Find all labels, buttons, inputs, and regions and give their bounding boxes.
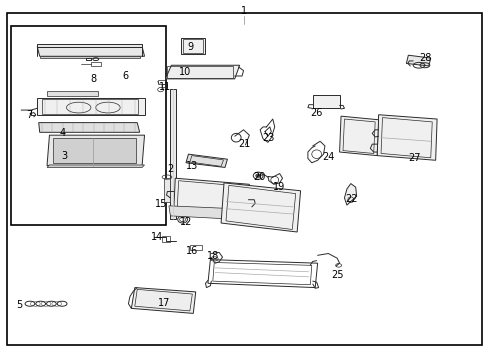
Bar [182, 40, 203, 53]
Polygon shape [37, 46, 144, 56]
Polygon shape [170, 89, 176, 220]
Polygon shape [37, 44, 142, 46]
Polygon shape [168, 206, 251, 220]
Bar [158, 80, 166, 84]
Text: 13: 13 [186, 161, 198, 171]
Bar [163, 178, 170, 202]
Polygon shape [376, 115, 436, 160]
Bar [91, 62, 101, 66]
Polygon shape [47, 135, 144, 166]
Text: 9: 9 [187, 42, 194, 51]
Polygon shape [344, 184, 356, 205]
Polygon shape [37, 98, 144, 116]
Text: 25: 25 [330, 270, 343, 280]
Text: 22: 22 [345, 194, 357, 204]
Polygon shape [53, 138, 136, 163]
Bar [161, 84, 167, 87]
Bar [161, 236, 170, 242]
Text: 10: 10 [179, 67, 191, 77]
Bar [189, 244, 202, 250]
Text: 5: 5 [16, 300, 22, 310]
Polygon shape [221, 183, 300, 232]
Polygon shape [406, 55, 430, 66]
Text: 20: 20 [252, 172, 265, 182]
Ellipse shape [255, 174, 260, 177]
Bar [11, 26, 166, 225]
Polygon shape [165, 65, 239, 79]
Bar [181, 39, 204, 54]
Text: 23: 23 [262, 133, 275, 143]
Polygon shape [185, 154, 227, 167]
Text: 2: 2 [167, 164, 173, 174]
Text: 27: 27 [407, 153, 420, 163]
Text: 16: 16 [185, 246, 198, 256]
Text: 24: 24 [322, 152, 334, 162]
Text: 15: 15 [155, 199, 167, 210]
Text: 6: 6 [122, 71, 128, 81]
Text: 28: 28 [419, 53, 431, 63]
Text: 4: 4 [60, 129, 66, 138]
Polygon shape [339, 116, 378, 156]
Text: 8: 8 [90, 73, 96, 84]
Text: 12: 12 [180, 217, 192, 227]
Text: 11: 11 [159, 82, 171, 92]
Text: 19: 19 [272, 182, 284, 192]
Polygon shape [131, 288, 195, 314]
Text: 21: 21 [238, 139, 250, 149]
Polygon shape [47, 165, 144, 167]
Polygon shape [173, 178, 249, 216]
Text: 17: 17 [158, 298, 170, 308]
Text: 1: 1 [241, 6, 247, 17]
Bar [312, 95, 339, 108]
Polygon shape [39, 123, 140, 132]
Text: 7: 7 [26, 111, 32, 121]
Text: 14: 14 [150, 232, 163, 242]
Text: 18: 18 [206, 251, 219, 261]
Text: 26: 26 [310, 108, 322, 118]
Text: 3: 3 [61, 150, 67, 161]
Polygon shape [47, 91, 98, 96]
Polygon shape [40, 56, 140, 58]
